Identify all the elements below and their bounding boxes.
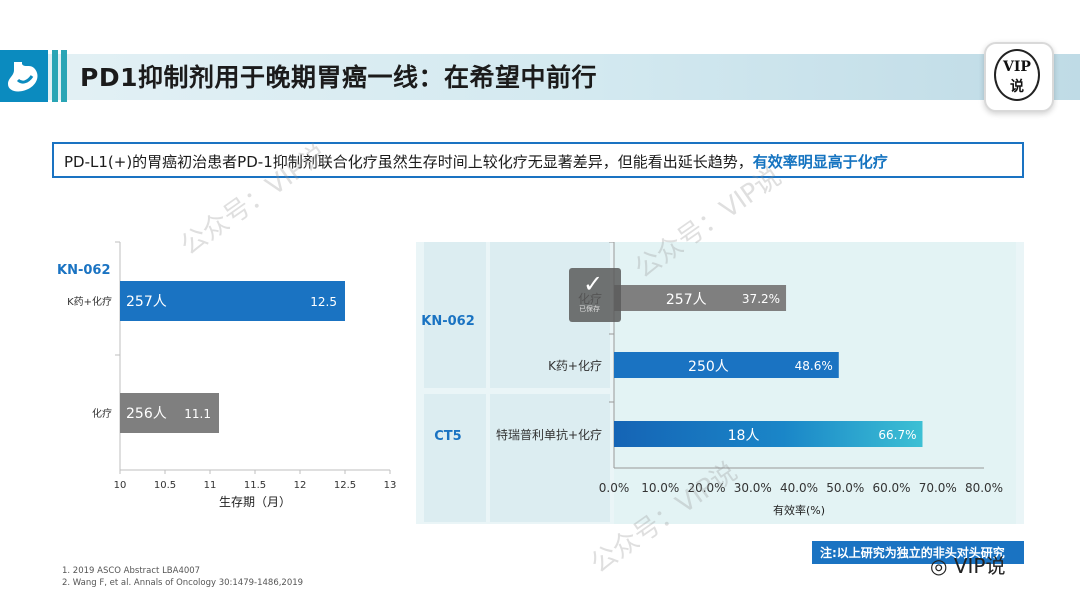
- bar: [614, 285, 787, 311]
- value-label: 66.7%: [878, 428, 916, 442]
- reference-1: 1. 2019 ASCO Abstract LBA4007: [62, 566, 201, 576]
- x-tick-label: 10.0%: [641, 481, 679, 495]
- page-title: PD1抑制剂用于晚期胃癌一线：在希望中前行: [80, 63, 597, 92]
- group-cell: [424, 394, 486, 522]
- reference-2: 2. Wang F, et al. Annals of Oncology 30:…: [62, 578, 304, 588]
- brand-text: VIP说: [953, 554, 1006, 578]
- summary-main: PD-L1(+)的胃癌初治患者PD-1抑制剂联合化疗虽然生存时间上较化疗无显著差…: [64, 153, 753, 171]
- bar-count-label: 250人: [688, 359, 729, 375]
- vip-badge-line2: 说: [1010, 79, 1024, 95]
- os-bar-chart: KN-062 K药+化疗 257人 12.5 化疗 256人 11.1 10 10.5 11 11.…: [57, 241, 397, 509]
- vip-badge: VIP 说: [984, 42, 1054, 112]
- stomach-logo-icon: [0, 50, 48, 102]
- vip-badge-circle: VIP 说: [994, 49, 1040, 101]
- saved-badge: ✓ 已保存: [569, 268, 621, 322]
- category-cell: [490, 394, 610, 522]
- wechat-icon: ◎: [930, 554, 948, 578]
- x-tick-label: 11.5: [244, 480, 266, 491]
- title-accent-bar: [52, 50, 58, 102]
- group-cell: [424, 242, 486, 388]
- group-label: KN-062: [57, 263, 111, 278]
- value-label: 12.5: [310, 295, 337, 309]
- title-accent-bar: [61, 50, 67, 102]
- category-label: 化疗: [92, 407, 112, 420]
- value-label: 48.6%: [795, 359, 833, 373]
- x-tick-label: 10.5: [154, 480, 176, 491]
- group-label: KN-062: [421, 314, 475, 329]
- bar-count-label: 257人: [126, 294, 167, 310]
- bar: [614, 352, 839, 378]
- saved-label: 已保存: [579, 305, 600, 313]
- x-tick-label: 80.0%: [965, 481, 1003, 495]
- x-tick-label: 50.0%: [826, 481, 864, 495]
- x-tick-label: 20.0%: [687, 481, 725, 495]
- x-tick-label: 12.5: [334, 480, 356, 491]
- summary-text: PD-L1(+)的胃癌初治患者PD-1抑制剂联合化疗虽然生存时间上较化疗无显著差…: [64, 151, 888, 172]
- category-label: 特瑞普利单抗+化疗: [496, 427, 602, 442]
- orr-bar-chart: KN-062CT5化疗257人37.2%K药+化疗250人48.6%特瑞普利单抗…: [421, 242, 1016, 524]
- note-text: 注:以上研究为独立的非头对头研究: [820, 546, 1005, 560]
- x-axis-title: 有效率(%): [773, 503, 825, 517]
- category-label: K药+化疗: [67, 295, 112, 308]
- bar: [614, 421, 923, 447]
- bar-count-label: 257人: [666, 292, 707, 308]
- vip-badge-line1: VIP: [1003, 59, 1031, 75]
- x-tick-label: 60.0%: [872, 481, 910, 495]
- summary-box: PD-L1(+)的胃癌初治患者PD-1抑制剂联合化疗虽然生存时间上较化疗无显著差…: [52, 142, 1024, 178]
- brand-watermark: ◎ VIP说: [930, 550, 1005, 579]
- x-tick-label: 40.0%: [780, 481, 818, 495]
- x-tick-label: 11: [204, 480, 217, 491]
- summary-highlight: 有效率明显高于化疗: [752, 153, 888, 171]
- bar: [120, 281, 345, 321]
- x-tick-label: 10: [114, 480, 127, 491]
- bar: [120, 393, 219, 433]
- category-label: K药+化疗: [548, 359, 602, 373]
- bar-count-label: 18人: [728, 428, 760, 444]
- x-tick-label: 70.0%: [919, 481, 957, 495]
- x-tick-label: 12: [294, 480, 307, 491]
- value-label: 11.1: [184, 407, 211, 421]
- x-tick-label: 30.0%: [734, 481, 772, 495]
- value-label: 37.2%: [742, 292, 780, 306]
- title-banner: [0, 54, 1080, 100]
- bar-count-label: 256人: [126, 406, 167, 422]
- note-box: 注:以上研究为独立的非头对头研究: [812, 541, 1024, 564]
- x-tick-label: 13: [384, 480, 397, 491]
- x-tick-label: 0.0%: [599, 481, 630, 495]
- x-axis-title: 生存期（月）: [219, 495, 291, 509]
- check-icon: ✓: [583, 270, 604, 298]
- group-label: CT5: [434, 429, 461, 444]
